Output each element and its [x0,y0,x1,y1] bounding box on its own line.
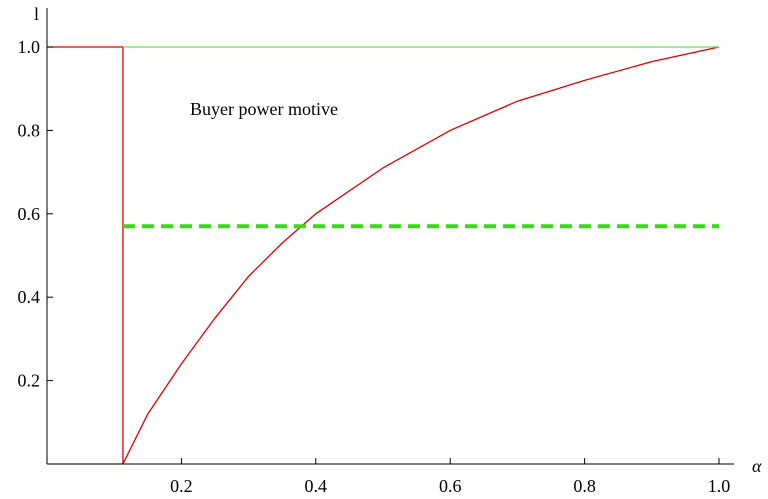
x-tick-label: 1.0 [708,476,731,496]
annotation-buyer-power-motive: Buyer power motive [190,99,338,119]
x-axis-title: α [752,456,762,476]
y-tick-label: 0.4 [18,287,41,307]
x-tick-label: 0.8 [573,476,596,496]
x-tick-label: 0.6 [439,476,462,496]
series-line-2 [122,46,720,465]
y-axis-title: l [34,4,39,24]
ticks-layer: 0.2 0.4 0.6 0.8 1.0 0.2 0.4 0.6 0.8 1.0 [18,37,731,496]
x-tick-label: 0.2 [170,476,193,496]
axes-layer [46,8,734,465]
y-tick-label: 1.0 [18,37,41,57]
y-tick-label: 0.8 [18,120,41,140]
series-layer [47,46,720,465]
y-tick-label: 0.6 [18,204,41,224]
y-tick-label: 0.2 [18,371,41,391]
series-line-1 [47,46,124,464]
x-tick-label: 0.4 [305,476,328,496]
